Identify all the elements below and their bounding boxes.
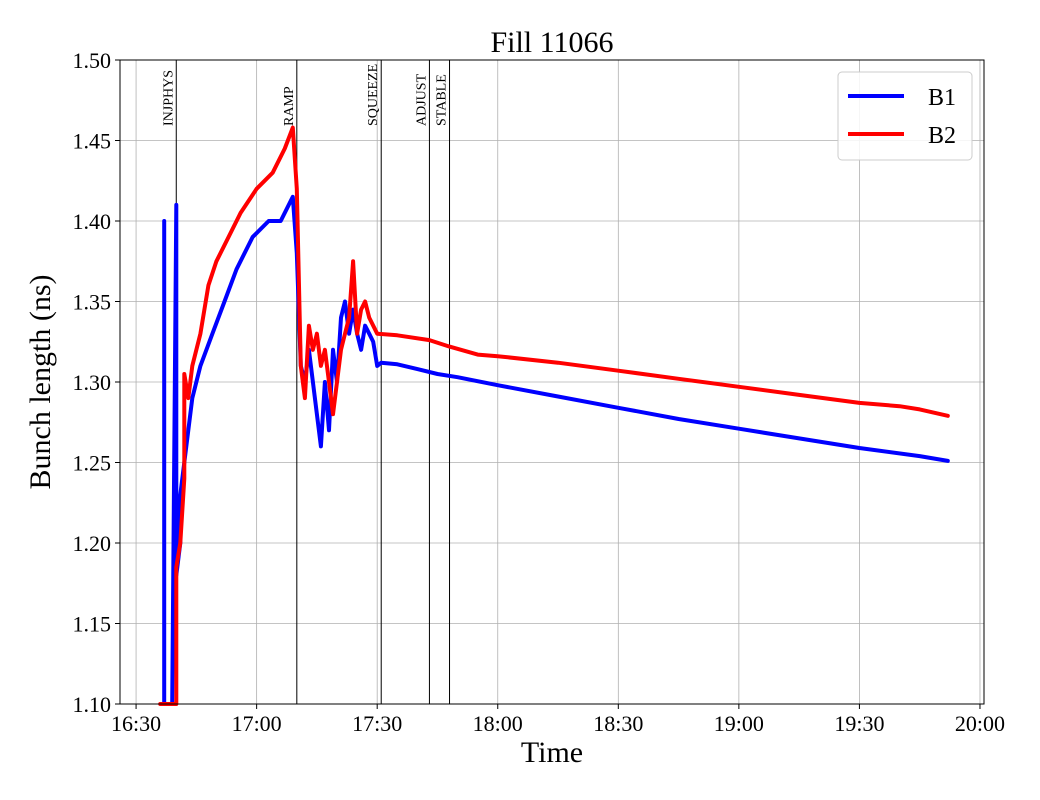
y-tick-label: 1.15 bbox=[73, 612, 112, 637]
legend-label-b2: B2 bbox=[928, 123, 956, 149]
y-tick-label: 1.20 bbox=[73, 531, 112, 556]
x-tick-label: 16:30 bbox=[111, 711, 161, 736]
phase-label-stable: STABLE bbox=[435, 74, 450, 126]
x-tick-label: 17:30 bbox=[352, 711, 402, 736]
y-tick-label: 1.40 bbox=[73, 209, 112, 234]
y-axis-title: Bunch length (ns) bbox=[24, 275, 57, 490]
chart-title: Fill 11066 bbox=[490, 26, 613, 59]
legend-label-b1: B1 bbox=[928, 85, 956, 111]
y-tick-label: 1.50 bbox=[73, 48, 112, 73]
series-layer bbox=[158, 125, 950, 706]
x-tick-label: 17:00 bbox=[232, 711, 282, 736]
y-tick-label: 1.35 bbox=[73, 290, 112, 315]
series-line-b2 bbox=[158, 125, 950, 706]
x-tick-label: 19:30 bbox=[834, 711, 884, 736]
x-tick-label: 20:00 bbox=[955, 711, 1005, 736]
phase-label-adjust: ADJUST bbox=[414, 73, 429, 126]
y-tick-label: 1.25 bbox=[73, 451, 112, 476]
x-axis-title: Time bbox=[521, 736, 583, 769]
phase-label-squeeze: SQUEEZE bbox=[366, 64, 381, 126]
x-tick-label: 19:00 bbox=[714, 711, 764, 736]
phase-label-ramp: RAMP bbox=[282, 86, 297, 126]
x-tick-label: 18:00 bbox=[473, 711, 523, 736]
phase-label-injphys: INJPHYS bbox=[161, 70, 176, 126]
y-tick-label: 1.30 bbox=[73, 370, 112, 395]
x-tick-label: 18:30 bbox=[593, 711, 643, 736]
y-tick-label: 1.45 bbox=[73, 129, 112, 154]
x-axis: 16:30 17:00 17:30 18:00 18:30 19:00 19:30 20:00 bbox=[111, 704, 1005, 736]
series-line-b1 bbox=[162, 194, 950, 706]
y-axis: 1.10 1.15 1.20 1.25 1.30 1.35 1.40 1.45 1.50 bbox=[73, 48, 120, 717]
y-tick-label: 1.10 bbox=[73, 692, 112, 717]
